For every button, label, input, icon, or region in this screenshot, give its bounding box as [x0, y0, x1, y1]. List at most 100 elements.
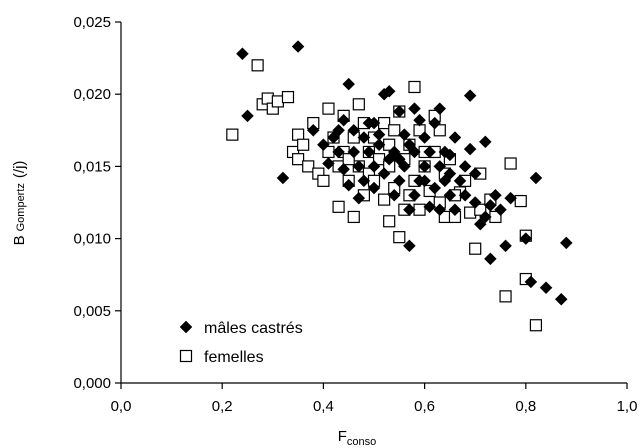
legend: mâles castrés femelles — [179, 320, 303, 366]
point-females — [317, 174, 330, 187]
y-tick-label: 0,005 — [73, 303, 111, 320]
x-tick-label: 0,2 — [212, 398, 233, 415]
point-males — [377, 167, 391, 180]
point-males — [392, 105, 406, 118]
point-males — [499, 239, 512, 253]
point-females — [292, 153, 305, 166]
point-males — [408, 102, 421, 115]
point-males — [367, 160, 381, 173]
y-axis-label: B Gompertz (/j) — [11, 161, 28, 246]
point-males — [494, 203, 507, 217]
point-males — [372, 138, 386, 152]
point-males — [443, 148, 457, 162]
y-tick-label: 0,020 — [73, 86, 111, 103]
point-males — [332, 145, 345, 159]
point-males — [478, 210, 492, 224]
point-males — [428, 181, 442, 195]
x-axis-label-sub: conso — [347, 436, 376, 448]
point-males — [529, 171, 543, 185]
y-axis-label-sub: Gompertz — [15, 183, 27, 231]
y-axis-label-unit: (/j) — [11, 161, 28, 179]
x-tick-label: 0,0 — [111, 398, 132, 415]
point-females — [322, 102, 335, 115]
point-females — [342, 153, 355, 166]
x-tick-label: 0,6 — [414, 398, 435, 415]
x-tick-label: 0,4 — [313, 398, 334, 415]
point-females — [332, 200, 345, 213]
point-males — [519, 232, 533, 245]
y-ticks: 0,000 0,005 0,010 0,015 0,020 0,025 — [73, 14, 121, 392]
point-males — [403, 138, 416, 152]
legend-diamond-icon — [179, 320, 193, 334]
point-females — [393, 231, 406, 244]
point-males — [423, 200, 437, 214]
point-females — [388, 124, 401, 137]
point-males — [357, 131, 371, 144]
point-females — [408, 80, 421, 94]
point-males — [418, 174, 431, 188]
legend-label-females: femelles — [204, 349, 264, 366]
point-females — [504, 157, 517, 170]
point-males — [453, 174, 467, 188]
point-females — [352, 98, 365, 111]
point-males — [484, 252, 497, 266]
point-males — [443, 167, 457, 180]
point-males — [408, 188, 421, 202]
point-males — [554, 292, 568, 306]
point-males — [443, 188, 457, 202]
point-males — [458, 188, 472, 202]
point-males — [342, 77, 356, 91]
point-males — [478, 135, 492, 149]
point-females — [297, 138, 310, 151]
point-males — [524, 275, 538, 289]
point-males — [392, 174, 406, 188]
point-males — [347, 123, 361, 137]
point-males — [463, 142, 477, 156]
x-tick-label: 1,0 — [617, 398, 638, 415]
point-females — [251, 59, 264, 72]
point-males — [357, 174, 371, 188]
point-females — [514, 194, 527, 208]
point-males — [468, 167, 482, 180]
point-males — [332, 123, 345, 137]
point-males — [423, 145, 437, 159]
y-tick-label: 0,025 — [73, 14, 111, 31]
y-tick-label: 0,010 — [73, 231, 111, 248]
point-males — [306, 123, 320, 137]
point-males — [236, 47, 249, 61]
point-males — [418, 131, 431, 144]
x-axis-label-main: F — [338, 428, 347, 445]
point-males — [392, 152, 406, 166]
x-tick-label: 0,8 — [515, 398, 536, 415]
point-males — [559, 236, 573, 250]
point-males — [337, 113, 350, 127]
point-males — [504, 191, 517, 205]
point-males — [433, 203, 447, 217]
point-males — [418, 160, 431, 173]
y-tick-label: 0,000 — [73, 375, 111, 392]
legend-marker-males — [179, 320, 193, 334]
x-axis-label: Fconso — [338, 428, 377, 448]
point-females — [499, 290, 512, 303]
point-males — [539, 281, 553, 295]
point-males — [468, 196, 482, 209]
point-males — [342, 178, 356, 192]
point-males — [382, 84, 396, 98]
legend-label-males: mâles castrés — [204, 320, 303, 337]
point-females — [383, 215, 396, 228]
point-females — [464, 206, 477, 219]
point-females — [261, 92, 274, 105]
point-females — [347, 210, 360, 224]
point-males — [413, 113, 426, 127]
point-males — [448, 131, 462, 144]
point-females — [226, 128, 239, 141]
point-males — [337, 162, 350, 176]
legend-square-icon — [179, 349, 193, 363]
point-males — [403, 203, 416, 217]
point-females — [474, 203, 487, 216]
point-males — [489, 188, 502, 202]
point-males — [458, 160, 472, 173]
point-females — [529, 319, 543, 332]
legend-marker-females — [179, 349, 193, 363]
